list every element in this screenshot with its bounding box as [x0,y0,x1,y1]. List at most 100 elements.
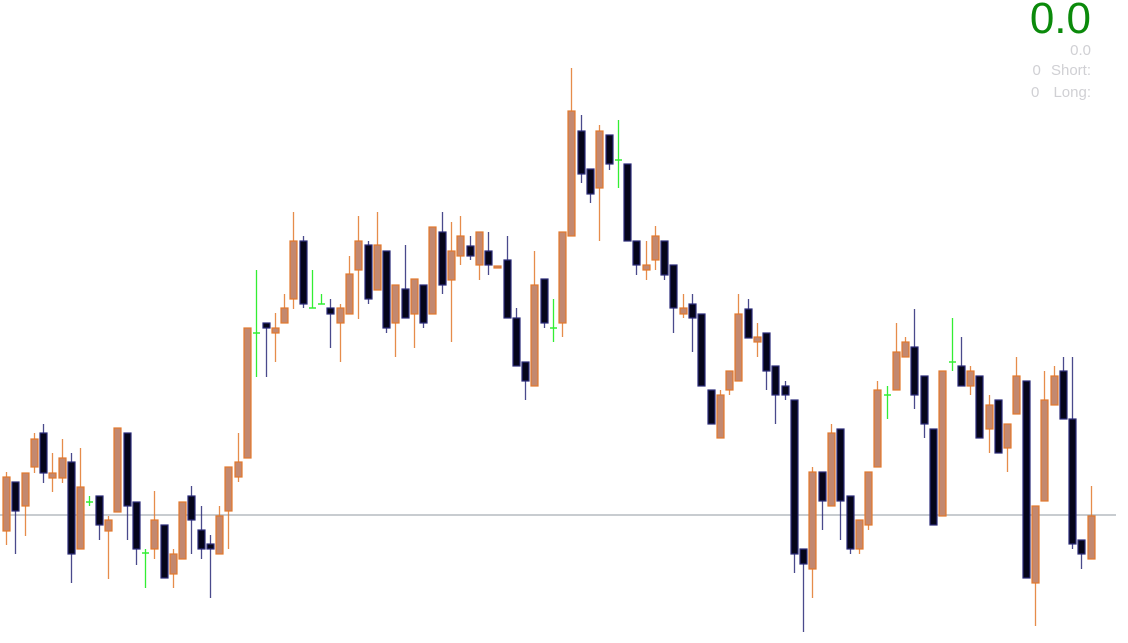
long-row: 0 Long: [1031,84,1091,102]
bearish-candle [197,529,206,550]
bearish-candle [95,495,104,526]
short-count: 0 [1032,62,1041,79]
bearish-candle [326,307,335,315]
bullish-candle [827,432,836,507]
bullish-candle [808,471,817,570]
bearish-candle [1059,370,1068,420]
bullish-candle [234,461,243,478]
bullish-candle [855,519,864,550]
bearish-candle [1068,418,1077,545]
bullish-candle [679,307,688,315]
bearish-candle [382,250,391,329]
bullish-candle [354,240,363,271]
bearish-candle [521,361,530,382]
bullish-candle [280,307,289,324]
long-count: 0 [1030,84,1040,101]
bullish-candle [48,472,57,479]
bullish-candle [428,226,437,315]
bearish-candle [438,231,447,286]
bullish-candle [113,427,122,513]
bullish-candle [410,278,419,315]
bearish-candle [419,284,428,324]
bearish-candle [929,428,938,526]
bullish-candle [456,235,465,257]
bearish-candle [920,375,929,425]
bearish-candle [466,245,475,257]
bearish-candle [799,548,808,565]
bearish-candle [187,495,196,521]
bearish-candle [846,495,855,550]
bearish-candle [11,481,20,512]
bearish-candle [586,168,595,195]
bearish-candle [632,240,641,266]
bullish-candle [169,553,178,575]
bullish-candle [493,265,502,269]
bearish-candle [364,244,373,300]
bearish-candle [299,240,308,305]
bullish-candle [567,110,576,237]
bearish-candle [790,399,799,555]
bullish-candle [938,370,947,517]
bearish-candle [39,432,48,474]
bullish-candle [224,466,233,512]
short-row: 0 Short: [1032,62,1091,80]
bullish-candle [901,341,910,358]
bullish-candle [864,471,873,526]
bullish-candle [21,472,30,507]
bullish-candle [892,351,901,391]
bearish-candle [540,278,549,324]
bearish-candle [781,385,790,396]
bullish-candle [985,404,994,430]
bullish-candle [725,370,734,391]
bullish-candle [1012,375,1021,415]
bearish-candle [484,250,493,266]
bullish-candle [966,370,975,387]
bearish-candle [818,471,827,502]
bearish-candle [512,317,521,367]
bearish-candle [577,130,586,175]
bullish-candle [1087,515,1096,560]
bullish-candle [558,231,567,324]
bullish-candle [530,284,539,387]
bullish-candle [716,394,725,439]
bullish-candle [150,519,159,550]
bearish-candle [605,134,614,165]
bullish-candle [271,327,280,334]
bearish-candle [688,303,697,319]
bullish-candle [595,130,604,189]
bullish-candle [391,284,400,324]
bullish-candle [373,244,382,291]
bullish-candle [753,336,762,343]
bullish-candle [289,240,298,300]
bullish-candle [734,313,743,382]
bullish-candle [642,264,651,271]
bearish-candle [771,365,780,396]
bearish-candle [957,365,966,387]
bearish-candle [401,288,410,319]
bearish-candle [67,461,76,555]
bearish-candle [697,313,706,387]
bearish-candle [975,375,984,439]
bullish-candle [104,519,113,532]
bearish-candle [1077,539,1086,555]
bullish-candle [30,438,39,468]
bullish-candle [651,235,660,261]
bearish-candle [762,332,771,372]
bullish-candle [873,389,882,468]
bearish-candle [707,389,716,425]
bullish-candle [1040,399,1049,502]
bearish-candle [503,259,512,319]
bearish-candle [744,308,753,339]
bearish-candle [160,524,169,579]
bearish-candle [123,432,132,507]
long-label: Long: [1053,84,1091,101]
bullish-candle [345,273,354,315]
bearish-candle [1022,380,1031,579]
short-label: Short: [1050,62,1091,79]
bearish-candle [262,322,271,329]
bearish-candle [206,543,215,550]
bearish-candle [132,501,141,550]
bullish-candle [76,486,85,550]
bearish-candle [994,399,1003,454]
